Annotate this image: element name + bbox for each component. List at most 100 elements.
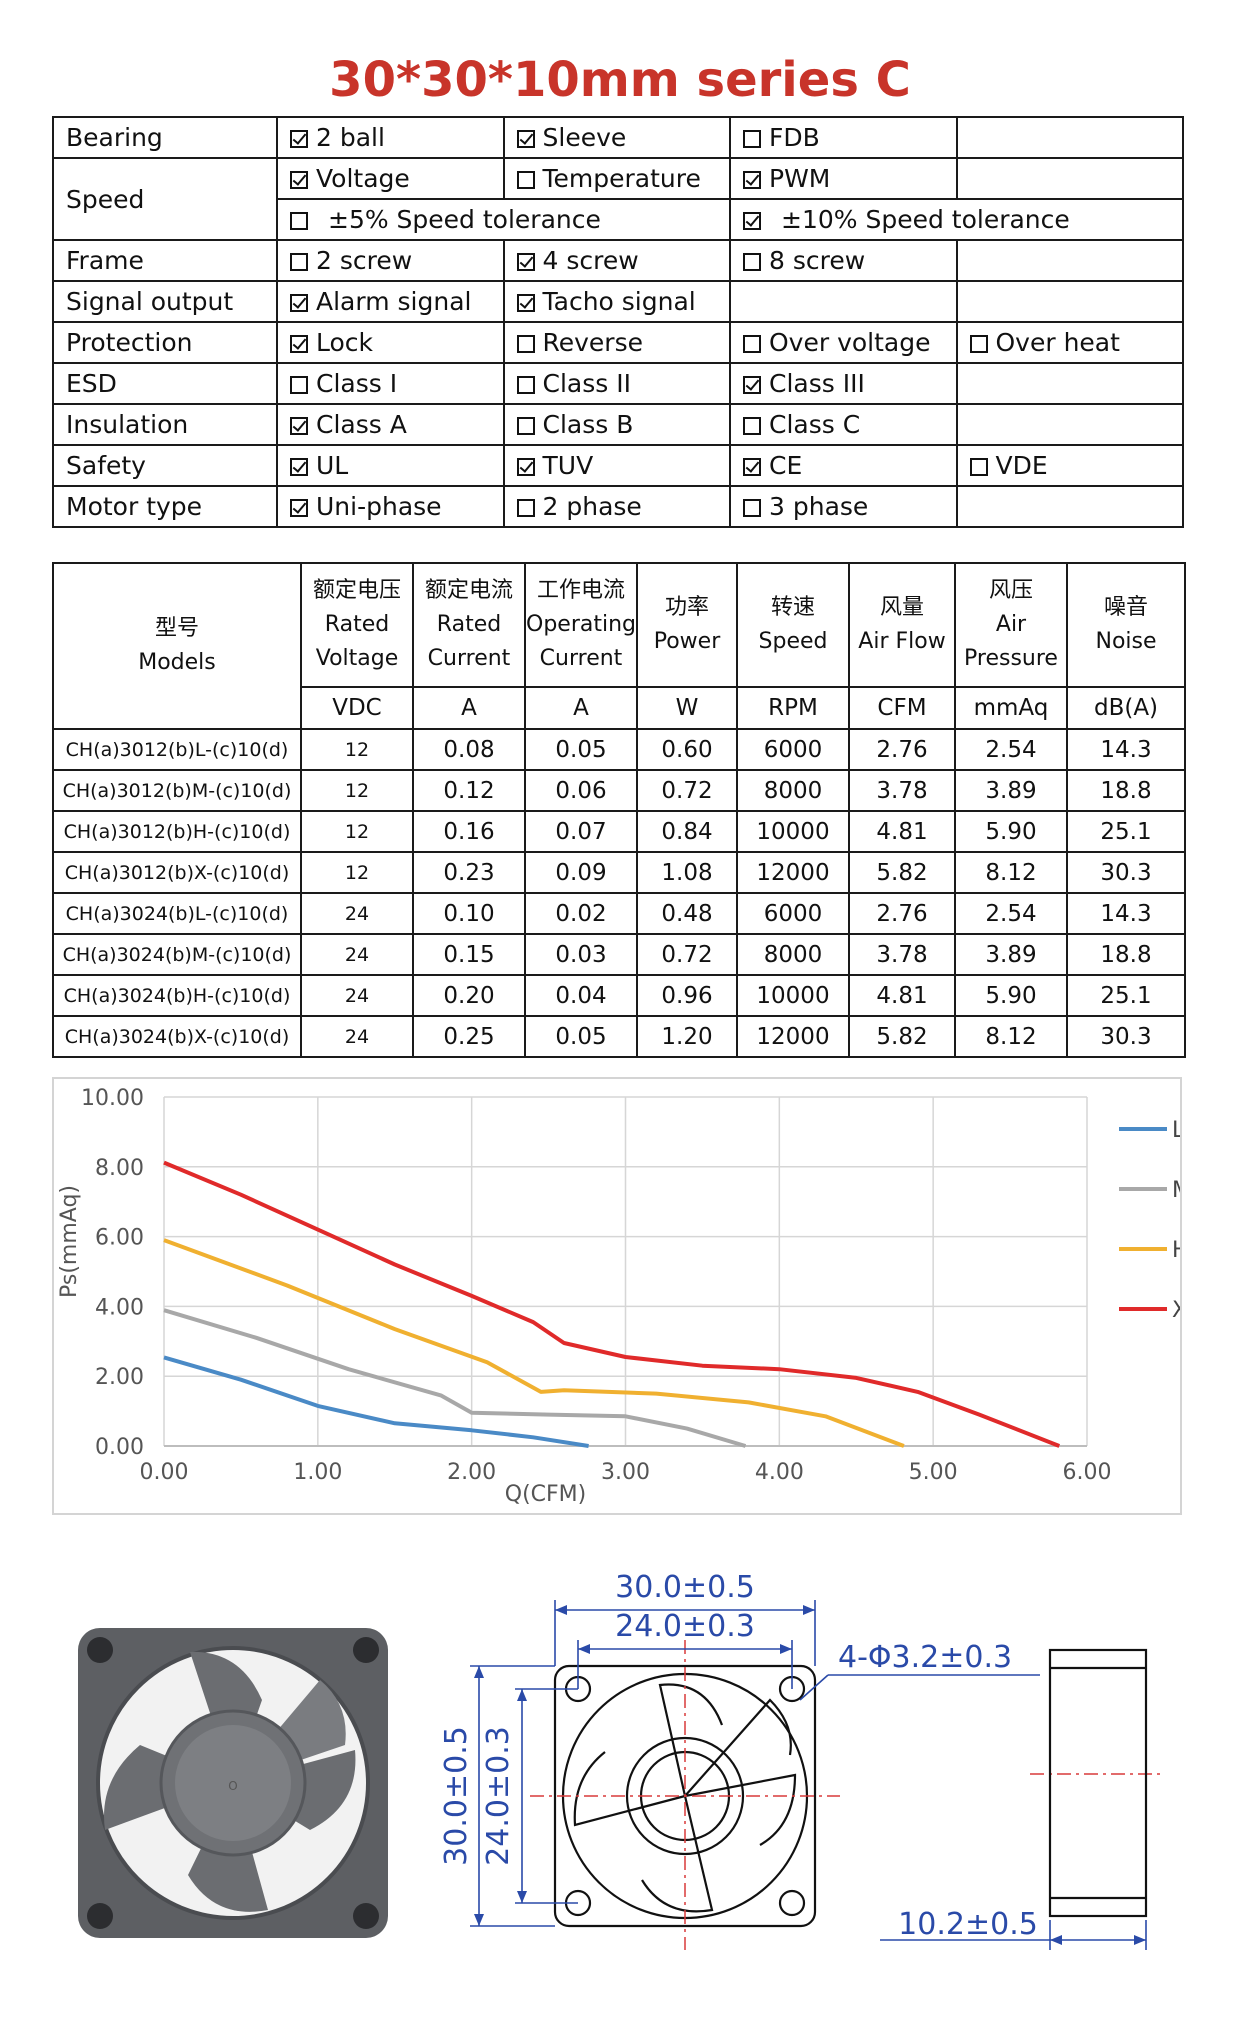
feature-option: Class I xyxy=(316,369,398,398)
feature-option: 2 phase xyxy=(542,492,642,521)
y-tick-label: 2.00 xyxy=(95,1365,144,1390)
y-tick-label: 8.00 xyxy=(95,1156,144,1181)
empty-cell xyxy=(955,239,1184,282)
unchecked-box-icon xyxy=(969,335,988,353)
value-cell: 0.04 xyxy=(524,974,638,1017)
checked-box-icon xyxy=(516,458,535,476)
dim-hole-span: 24.0±0.3 xyxy=(615,1609,755,1644)
feature-cell: Over heat xyxy=(955,321,1184,364)
series-line-X xyxy=(163,1160,1061,1448)
table-row: CH(a)3012(b)H-(c)10(d) 12 0.16 0.07 0.84 1000… xyxy=(52,810,1186,853)
column-header-en: Speed xyxy=(758,629,828,654)
x-tick-label: 5.00 xyxy=(909,1460,958,1485)
value-cell: 0.12 xyxy=(412,769,526,812)
unchecked-box-icon xyxy=(516,417,535,435)
value-cell: 18.8 xyxy=(1066,769,1186,812)
feature-option: ±5% Speed tolerance xyxy=(328,205,601,234)
unit-cell: VDC xyxy=(300,686,414,730)
value-cell: 12000 xyxy=(736,851,850,894)
value-cell: 0.02 xyxy=(524,892,638,935)
x-tick-label: 2.00 xyxy=(447,1460,496,1485)
feature-row: Speed Voltage Temperature PWM xyxy=(52,157,1184,241)
column-header: 转速 Speed xyxy=(736,562,850,688)
column-header-zh: 功率 xyxy=(664,594,709,620)
empty-cell xyxy=(955,157,1184,200)
dim-holes: 4-Φ3.2±0.3 xyxy=(838,1640,1012,1675)
legend-label-X: X xyxy=(1172,1298,1180,1323)
svg-text:O: O xyxy=(228,1779,237,1793)
feature-cell: 2 screw xyxy=(276,239,505,282)
column-header-en: Voltage xyxy=(315,646,399,672)
checked-box-icon xyxy=(743,171,761,189)
dimension-arrows xyxy=(474,1605,1146,1945)
series-line-H xyxy=(163,1238,905,1448)
feature-option: Alarm signal xyxy=(316,287,472,316)
checked-box-icon xyxy=(516,130,535,148)
feature-cell: Tacho signal xyxy=(502,280,731,323)
checked-box-icon xyxy=(516,294,535,312)
page-title: 30*30*10mm series C xyxy=(329,52,911,108)
unchecked-box-icon xyxy=(743,499,761,517)
value-cell: 0.23 xyxy=(412,851,526,894)
unchecked-box-icon xyxy=(290,253,308,271)
feature-cell: VDE xyxy=(955,444,1184,487)
checked-box-icon xyxy=(290,458,308,476)
column-header-en: Current xyxy=(539,646,623,672)
feature-cell: 2 ball xyxy=(276,116,505,159)
value-cell: 24 xyxy=(300,933,414,976)
value-cell: 0.84 xyxy=(636,810,738,853)
unit-cell: mmAq xyxy=(954,686,1068,730)
value-cell: 0.09 xyxy=(524,851,638,894)
table-row: CH(a)3012(b)M-(c)10(d) 12 0.12 0.06 0.72 8000… xyxy=(52,769,1186,812)
feature-label: Speed xyxy=(52,157,278,241)
column-header: 功率 Power xyxy=(636,562,738,688)
unchecked-box-icon xyxy=(290,376,308,394)
column-header: 额定电流 Rated Current xyxy=(412,562,526,688)
value-cell: 12 xyxy=(300,851,414,894)
feature-option: Class C xyxy=(769,410,861,439)
column-header-en: Rated xyxy=(436,611,502,637)
feature-cell: 4 screw xyxy=(502,239,731,282)
feature-option: 2 screw xyxy=(316,246,413,275)
feature-option: 3 phase xyxy=(769,492,869,521)
x-tick-label: 4.00 xyxy=(755,1460,804,1485)
value-cell: 3.89 xyxy=(954,769,1068,812)
value-cell: 0.05 xyxy=(524,1015,638,1058)
value-cell: 1.20 xyxy=(636,1015,738,1058)
feature-label: Frame xyxy=(52,239,278,282)
feature-label: Motor type xyxy=(52,485,278,528)
feature-option: Sleeve xyxy=(542,123,627,152)
column-header: 噪音 Noise xyxy=(1066,562,1186,688)
column-header-zh: 额定电流 xyxy=(424,577,513,603)
empty-cell xyxy=(729,280,958,323)
feature-label: Protection xyxy=(52,321,278,364)
y-tick-label: 10.00 xyxy=(81,1086,144,1111)
value-cell: 12 xyxy=(300,728,414,771)
empty-cell xyxy=(955,362,1184,405)
side-view-drawing xyxy=(1048,1648,1148,1918)
value-cell: 6000 xyxy=(736,728,850,771)
unchecked-box-icon xyxy=(743,335,761,353)
value-cell: 5.82 xyxy=(848,1015,956,1058)
legend-label-M: M xyxy=(1172,1178,1180,1203)
value-cell: 5.82 xyxy=(848,851,956,894)
checked-box-icon xyxy=(743,212,761,230)
feature-option: ±10% Speed tolerance xyxy=(781,205,1070,234)
value-cell: 8000 xyxy=(736,769,850,812)
feature-label: Bearing xyxy=(52,116,278,159)
column-header: 工作电流 Operating Current xyxy=(524,562,638,688)
unit-cell: A xyxy=(524,686,638,730)
empty-cell xyxy=(955,280,1184,323)
value-cell: 0.10 xyxy=(412,892,526,935)
value-cell: 3.78 xyxy=(848,769,956,812)
feature-cell: 8 screw xyxy=(729,239,958,282)
feature-cell: Voltage xyxy=(276,157,505,200)
value-cell: 6000 xyxy=(736,892,850,935)
column-header-zh: 额定电压 xyxy=(312,577,401,603)
feature-option: Over voltage xyxy=(769,328,931,357)
feature-label: Signal output xyxy=(52,280,278,323)
legend-label-H: H xyxy=(1172,1238,1180,1263)
unit-cell: CFM xyxy=(848,686,956,730)
column-header-en: Power xyxy=(653,629,721,654)
empty-cell xyxy=(955,116,1184,159)
